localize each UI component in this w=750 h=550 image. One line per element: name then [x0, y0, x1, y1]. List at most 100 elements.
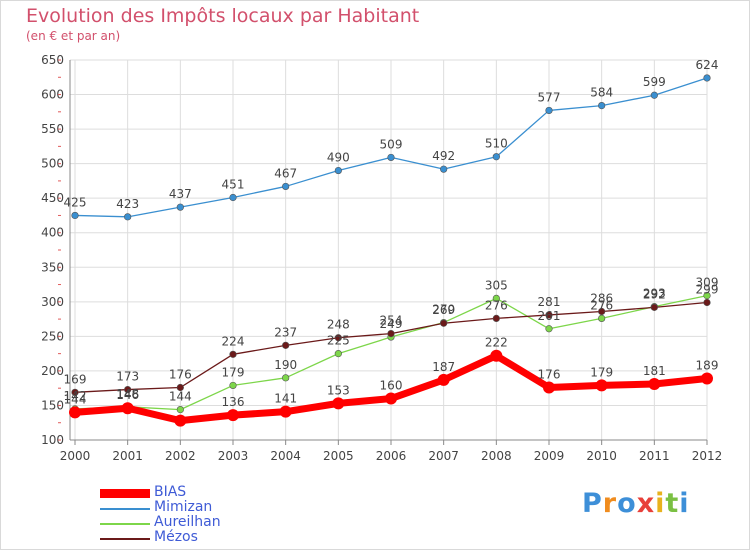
data-point-Mimizan: [492, 153, 500, 161]
data-label-Aureilhan: 305: [485, 278, 508, 292]
data-label-BIAS: 181: [643, 364, 666, 378]
data-point-BIAS: [437, 373, 450, 386]
y-tick-label: 400: [41, 226, 64, 240]
data-label-Mimizan: 599: [643, 75, 666, 89]
data-point-Aureilhan: [282, 374, 290, 382]
data-label-Mézos: 276: [485, 298, 508, 312]
y-tick-label: 200: [41, 364, 64, 378]
data-point-Mimizan: [650, 91, 658, 99]
data-label-Mimizan: 492: [432, 149, 455, 163]
legend-swatch: [100, 489, 150, 498]
x-tick-label: 2003: [218, 449, 249, 463]
logo-letter: P: [582, 488, 603, 519]
x-tick-label: 2009: [534, 449, 565, 463]
data-point-BIAS: [332, 397, 345, 410]
y-tick-label: 600: [41, 88, 64, 102]
data-point-Aureilhan: [545, 325, 553, 333]
data-label-Aureilhan: 190: [274, 358, 297, 372]
data-point-BIAS: [174, 414, 187, 427]
data-label-Mézos: 286: [590, 291, 613, 305]
data-point-Mézos: [492, 314, 500, 323]
data-label-Mimizan: 577: [538, 90, 561, 104]
data-point-Mimizan: [545, 106, 553, 115]
data-point-BIAS: [701, 372, 713, 385]
legend-label: Mézos: [154, 529, 198, 545]
data-point-BIAS: [227, 409, 239, 422]
data-point-Mimizan: [71, 211, 79, 220]
data-point-Mézos: [440, 319, 448, 327]
data-point-Mimizan: [387, 153, 395, 162]
data-label-Mézos: 224: [222, 334, 245, 348]
data-label-Mézos: 237: [274, 325, 297, 339]
proxiti-logo: Proxiti: [582, 488, 690, 519]
data-point-Aureilhan: [703, 292, 711, 300]
data-label-BIAS: 153: [327, 383, 350, 397]
data-point-Mézos: [650, 303, 658, 311]
data-point-BIAS: [121, 402, 134, 415]
data-label-BIAS: 141: [274, 392, 297, 406]
logo-letter: t: [665, 488, 680, 519]
data-label-Aureilhan: 142: [64, 389, 87, 403]
data-label-BIAS: 160: [380, 379, 403, 393]
data-label-Aureilhan: 276: [590, 298, 613, 312]
data-point-Aureilhan: [229, 381, 237, 390]
data-label-Mézos: 292: [643, 287, 666, 301]
data-point-Mimizan: [703, 74, 711, 82]
x-tick-label: 2005: [323, 449, 354, 463]
data-label-Aureilhan: 261: [538, 309, 561, 323]
legend-label: Mimizan: [154, 499, 213, 515]
data-point-Mézos: [176, 383, 184, 392]
data-label-Mimizan: 451: [222, 177, 245, 191]
x-tick-label: 2011: [639, 449, 670, 463]
logo-letter: r: [602, 488, 618, 519]
data-point-BIAS: [648, 378, 661, 391]
x-tick-label: 2010: [586, 449, 617, 463]
data-point-Mézos: [71, 388, 79, 396]
data-label-Mézos: 248: [327, 318, 350, 332]
data-point-BIAS: [279, 405, 292, 418]
data-point-Mimizan: [598, 101, 606, 110]
data-point-Aureilhan: [492, 294, 500, 302]
data-label-Mimizan: 584: [590, 86, 613, 100]
data-label-Mimizan: 624: [696, 58, 719, 72]
data-point-Mimizan: [124, 213, 132, 221]
data-label-Aureilhan: 144: [169, 390, 192, 404]
data-label-Mézos: 254: [380, 314, 403, 328]
data-point-Mimizan: [282, 182, 290, 191]
y-tick-label: 100: [41, 433, 64, 447]
data-point-Aureilhan: [598, 314, 606, 323]
data-point-Mézos: [282, 341, 290, 349]
data-label-BIAS: 176: [538, 367, 561, 381]
x-tick-label: 2012: [692, 449, 723, 463]
data-label-BIAS: 136: [222, 395, 245, 409]
data-point-Aureilhan: [176, 406, 184, 414]
chart-title: Evolution des Impôts locaux par Habitant: [26, 5, 420, 27]
data-point-Mimizan: [176, 203, 184, 211]
logo-letter: o: [617, 488, 637, 519]
data-point-BIAS: [595, 379, 608, 392]
y-tick-label: 150: [41, 398, 64, 412]
data-point-Mézos: [703, 298, 711, 307]
y-tick-label: 300: [41, 295, 64, 309]
data-label-Aureilhan: 293: [643, 287, 666, 301]
data-point-Mézos: [387, 330, 395, 338]
data-label-Aureilhan: 270: [432, 303, 455, 317]
data-label-BIAS: 179: [590, 365, 613, 379]
data-label-Mézos: 173: [116, 370, 139, 384]
data-label-Mézos: 169: [64, 372, 87, 386]
data-label-BIAS: 144: [64, 392, 87, 406]
data-point-Mimizan: [229, 193, 237, 202]
legend-swatch: [100, 523, 150, 525]
data-label-Mézos: 281: [538, 295, 561, 309]
data-label-Mimizan: 509: [380, 137, 403, 151]
data-label-BIAS: 187: [432, 360, 455, 374]
legend-swatch: [100, 538, 150, 540]
data-label-Mimizan: 490: [327, 151, 350, 165]
x-tick-label: 2000: [60, 449, 91, 463]
data-label-Aureilhan: 249: [380, 317, 403, 331]
legend-label: Aureilhan: [154, 514, 221, 530]
data-label-Aureilhan: 225: [327, 334, 350, 348]
data-label-Mimizan: 425: [64, 195, 87, 209]
